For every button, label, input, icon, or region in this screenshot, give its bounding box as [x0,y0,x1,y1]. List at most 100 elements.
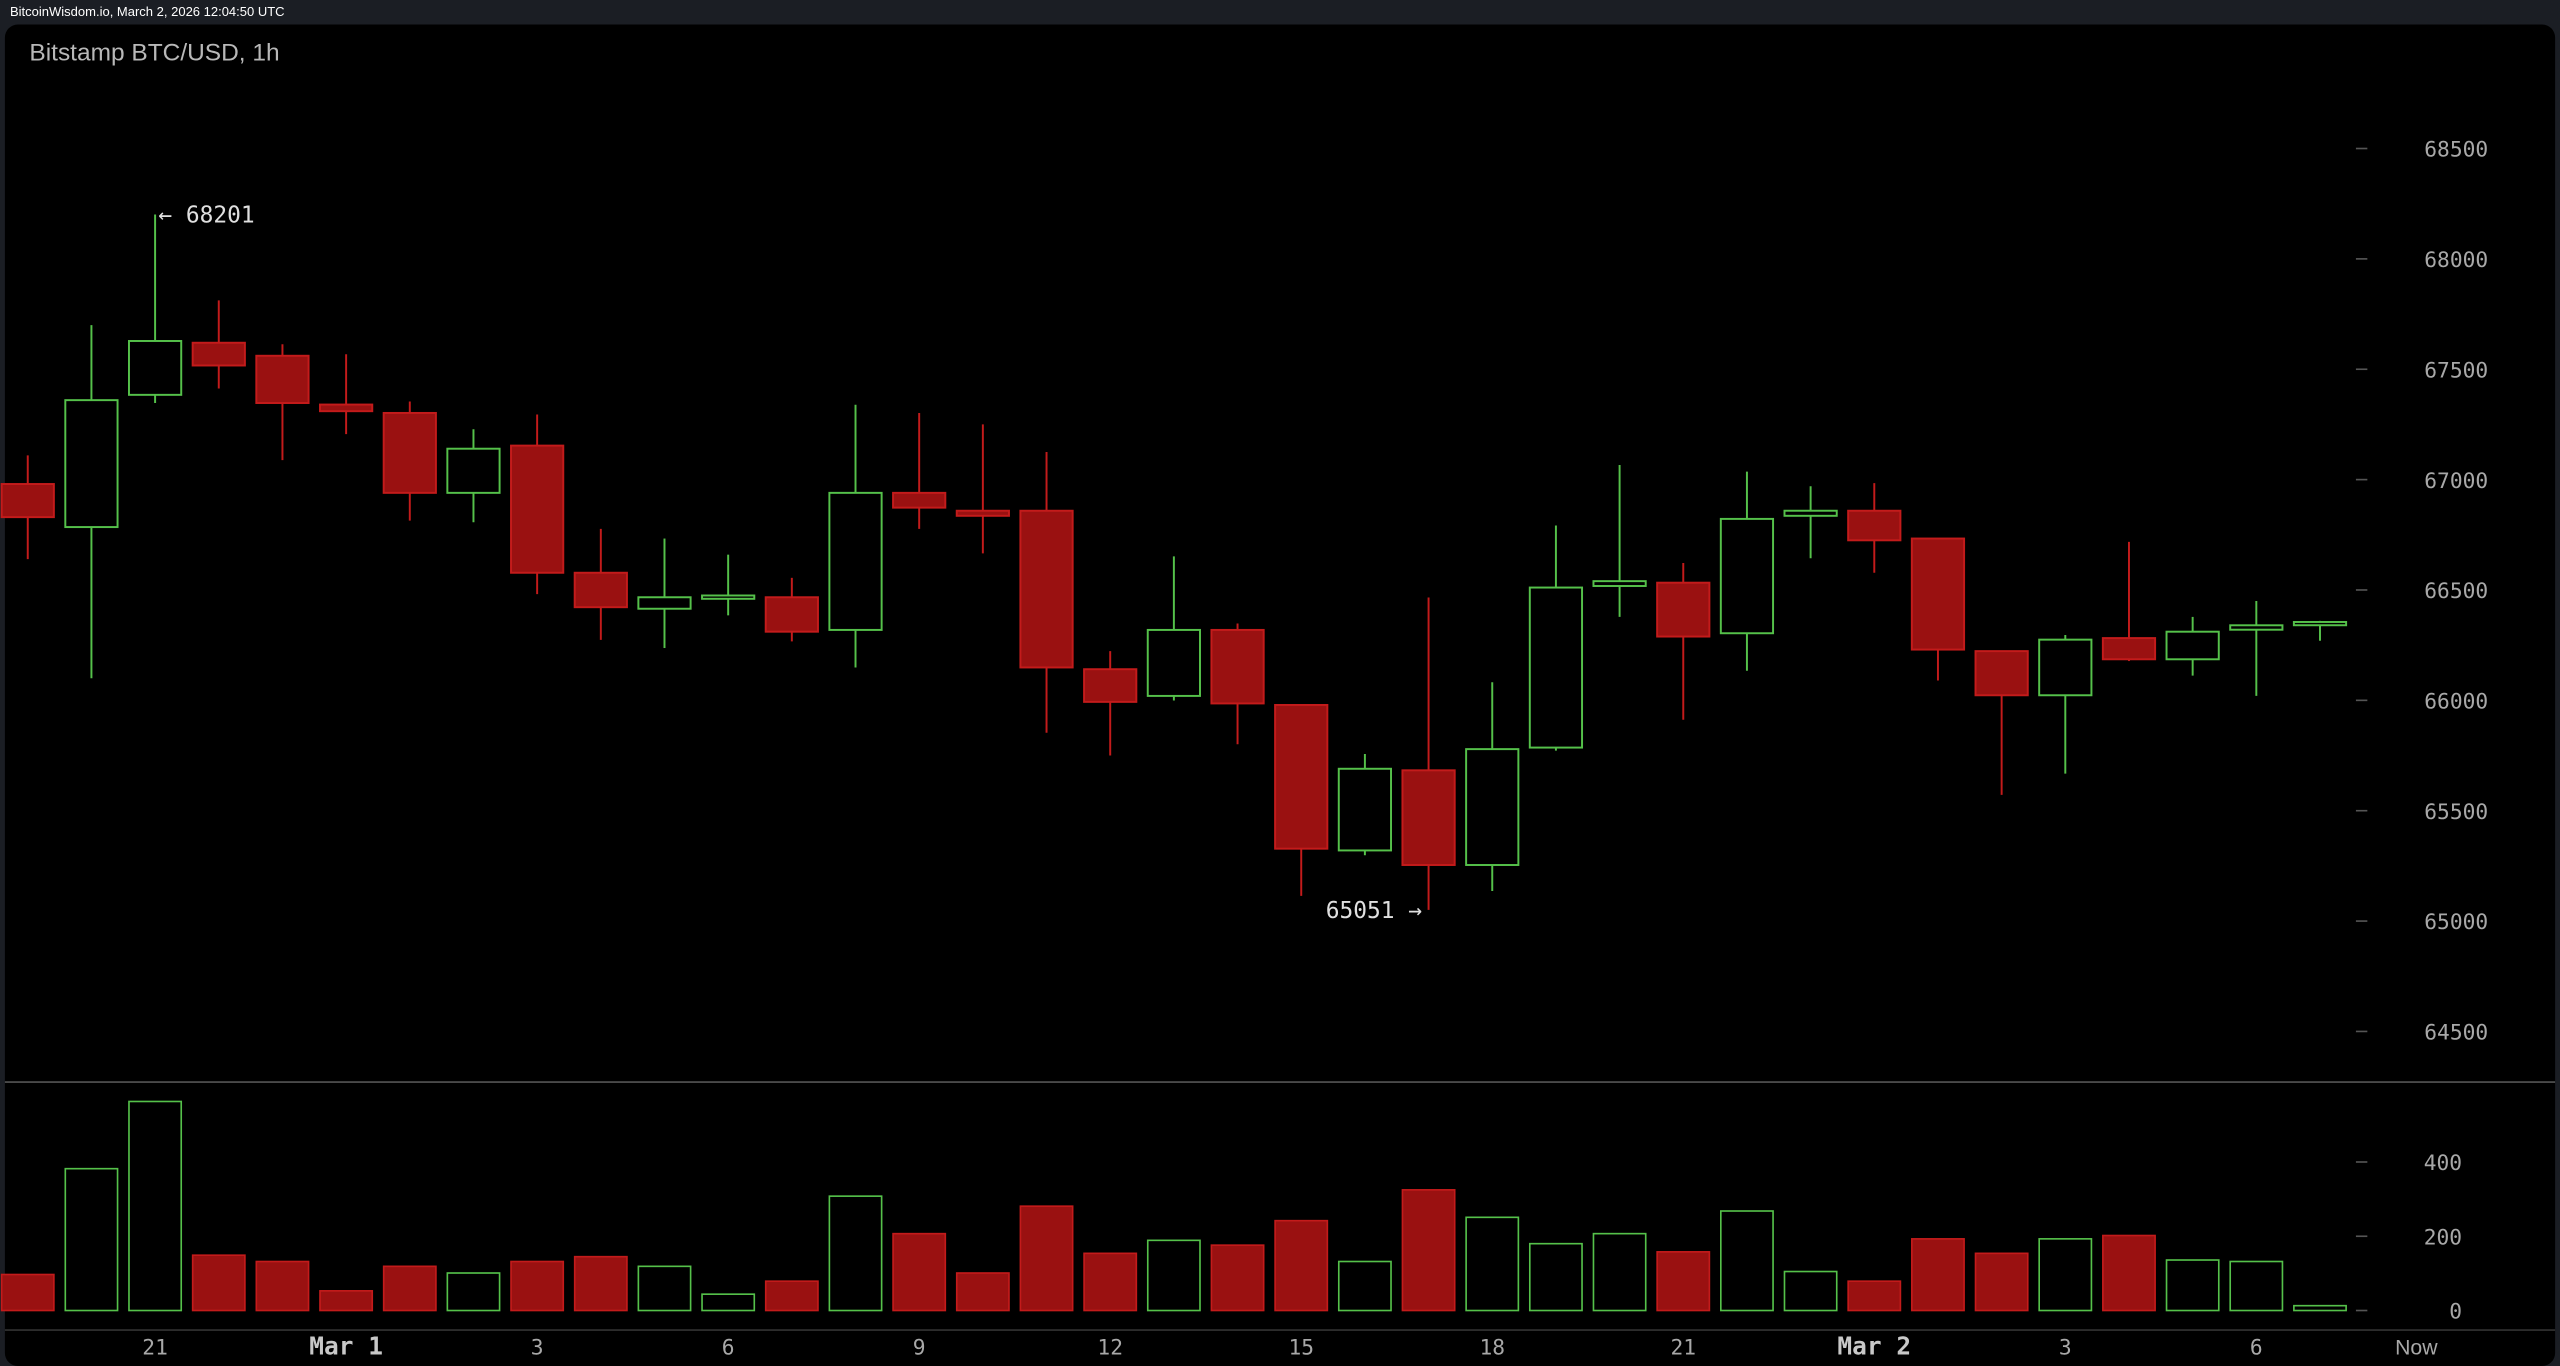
candle-body [2292,621,2348,627]
candle-body [1656,581,1711,638]
candle-body [1401,769,1456,866]
candle-body [2101,637,2157,661]
volume-bar [1019,1205,1074,1312]
candle-body [0,483,55,519]
volume-bar [1274,1219,1329,1312]
volume-bar [1656,1251,1711,1312]
candle-body [1337,767,1392,852]
x-tick-label: 6 [2250,1336,2263,1361]
candle-body [764,596,819,633]
chart-title: Bitstamp BTC/USD, 1h [29,39,279,66]
candle-body [955,509,1010,517]
volume-bar [828,1195,883,1312]
y-tick-label: 68500 [2424,138,2488,163]
candle-body [1847,509,1902,542]
volume-bar [1720,1210,1774,1312]
candle-body [128,340,183,396]
y-tick-label: 66000 [2424,690,2488,715]
candle-body [701,594,756,600]
volume-bar [701,1293,756,1312]
volume-bar [2165,1259,2220,1312]
candle-body [1719,517,1775,635]
volume-tick-label: 200 [2424,1225,2462,1250]
volume-bar [1847,1280,1902,1312]
volume-bar [1592,1232,1647,1312]
volume-bar [191,1254,246,1312]
candle-body [1528,586,1584,749]
volume-bar [1146,1239,1201,1312]
volume-bar [1528,1242,1583,1312]
volume-bar [2293,1304,2347,1312]
x-tick-label: 15 [1288,1336,1314,1361]
candle-body [573,571,628,609]
candle-body [1592,580,1647,587]
candle-body [1019,509,1074,669]
volume-bar [2038,1238,2093,1312]
source-timestamp: BitcoinWisdom.io, March 2, 2026 12:04:50… [10,4,285,19]
volume-bar [1974,1252,2029,1312]
volume-tick-label: 0 [2449,1300,2462,1325]
x-tick-label: 12 [1097,1336,1123,1361]
candle-body [64,399,119,529]
volume-bar [1083,1252,1138,1312]
candle-body [191,341,246,367]
candle-body [510,444,565,574]
volume-bar [1337,1260,1392,1312]
volume-bar [1465,1216,1520,1312]
candle-body [446,447,501,494]
x-tick-label: 21 [1670,1336,1696,1361]
y-tick-label: 68000 [2424,248,2488,273]
candle-body [892,491,947,509]
now-label: Now [2395,1337,2438,1360]
high-annotation: ← 68201 [158,203,254,229]
volume-bar [955,1272,1010,1312]
x-tick-label: Mar 1 [309,1332,383,1361]
volume-bar [128,1100,183,1312]
volume-bar [1210,1244,1265,1312]
candle-body [1274,703,1329,850]
candle-body [2229,624,2284,631]
candle-body [1210,628,1265,705]
volume-bar [64,1167,119,1312]
y-tick-label: 67500 [2424,358,2488,383]
volume-bar [2229,1260,2284,1312]
candle-body [637,596,692,610]
volume-bar [637,1265,692,1312]
candle-body [1083,668,1138,703]
volume-bar [764,1280,819,1312]
candle-body [1465,748,1520,866]
candle-body [319,403,374,413]
candle-body [255,354,310,404]
volume-bar [892,1232,947,1312]
volume-bar [2102,1234,2156,1312]
volume-bar [1401,1189,1456,1312]
volume-bar [319,1290,374,1312]
candle-body [1910,537,1966,651]
chart-panel [4,24,2556,1366]
volume-bar [255,1260,310,1312]
candle-body [2165,630,2220,661]
y-tick-label: 64500 [2424,1021,2488,1046]
volume-bar [573,1255,628,1312]
candle-body [828,491,883,631]
volume-bar [382,1265,437,1312]
x-tick-label: 6 [722,1336,735,1361]
volume-bar [0,1273,55,1312]
y-tick-label: 67000 [2424,469,2488,494]
volume-bar [1783,1270,1838,1312]
x-tick-label: 18 [1479,1336,1505,1361]
candle-body [1974,650,2029,697]
volume-bar [510,1260,565,1312]
y-tick-label: 65000 [2424,910,2488,935]
candle-body [382,411,437,494]
candle-body [1783,509,1838,517]
x-tick-label: 3 [2059,1336,2072,1361]
low-annotation: 65051 → [1326,898,1423,924]
candle-body [1146,628,1201,697]
x-tick-label: 3 [531,1336,544,1361]
x-tick-label: Mar 2 [1837,1332,1911,1361]
candle-body [2038,638,2093,697]
x-tick-label: 9 [913,1336,926,1361]
y-tick-label: 66500 [2424,579,2488,604]
